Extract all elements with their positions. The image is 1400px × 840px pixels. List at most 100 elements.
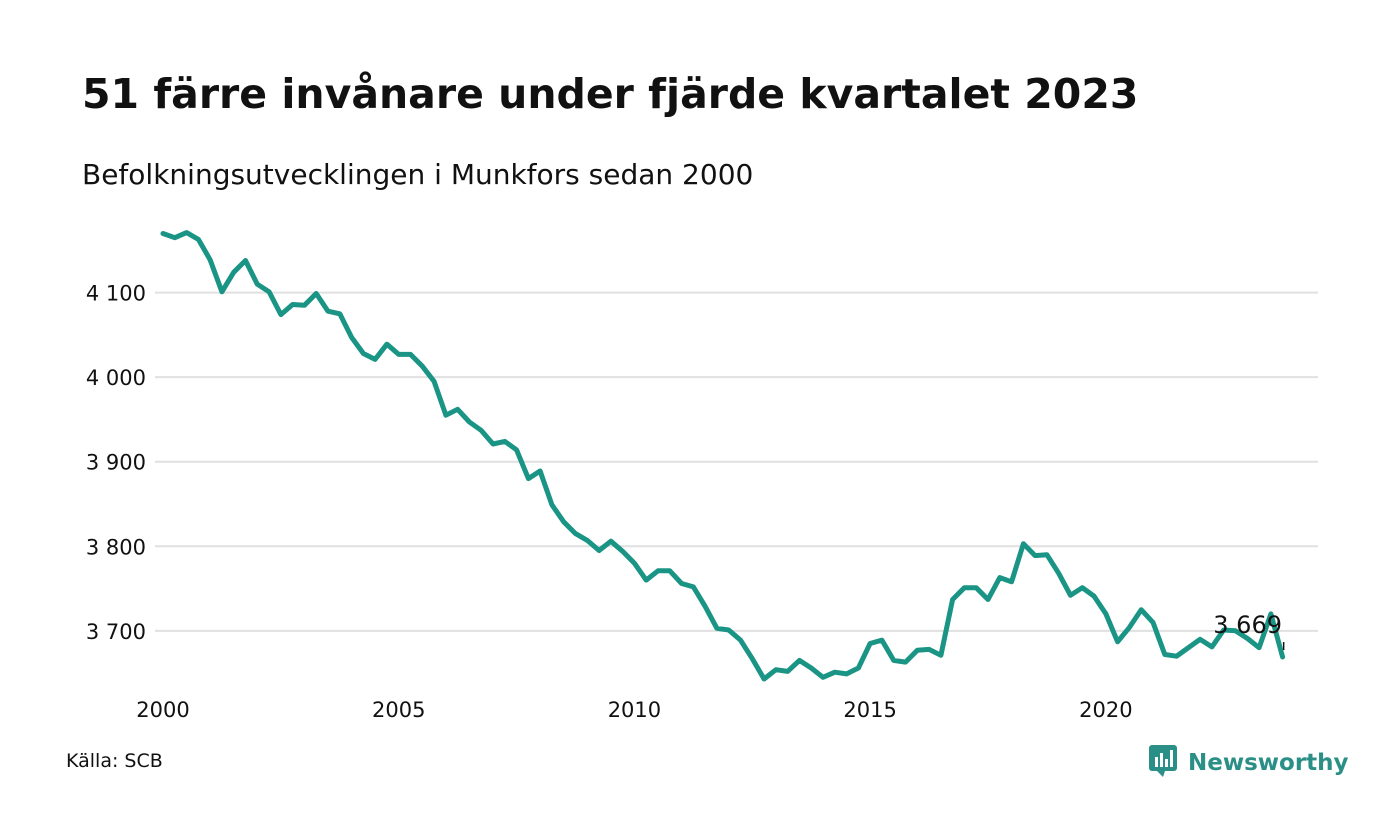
data-point [219, 289, 224, 294]
data-point [373, 357, 378, 362]
data-point [809, 666, 814, 671]
data-point [278, 312, 283, 317]
data-point [891, 658, 896, 663]
data-point [1115, 639, 1120, 644]
data-point [514, 447, 519, 452]
data-point [267, 289, 272, 294]
data-point [455, 407, 460, 412]
data-point [950, 597, 955, 602]
data-point [620, 549, 625, 554]
data-point [479, 428, 484, 433]
data-point [714, 626, 719, 631]
data-point [667, 568, 672, 573]
data-point [656, 568, 661, 573]
data-point [703, 604, 708, 609]
y-tick-label: 3 900 [86, 451, 146, 475]
data-point [962, 585, 967, 590]
data-point [420, 364, 425, 369]
data-point [1186, 645, 1191, 650]
series-line [160, 230, 1286, 682]
data-point [384, 342, 389, 347]
data-point [644, 578, 649, 583]
data-point [337, 311, 342, 316]
data-point [879, 638, 884, 643]
data-point [1209, 644, 1214, 649]
data-point [821, 675, 826, 680]
data-point [785, 669, 790, 674]
data-point [750, 656, 755, 661]
data-point [762, 677, 767, 682]
data-point [161, 231, 166, 236]
data-point [691, 584, 696, 589]
data-point [1044, 552, 1049, 557]
data-point [443, 413, 448, 418]
data-point [997, 575, 1002, 580]
data-point [184, 230, 189, 235]
chart-title: 51 färre invånare under fjärde kvartalet… [82, 70, 1139, 118]
data-point [1198, 637, 1203, 642]
data-point [326, 309, 331, 314]
x-tick-label: 2000 [136, 698, 189, 722]
data-point [1280, 655, 1285, 660]
data-point [797, 658, 802, 663]
data-point [172, 235, 177, 240]
data-point [1103, 611, 1108, 616]
data-point [679, 581, 684, 586]
data-point [856, 666, 861, 671]
brand[interactable]: Newsworthy [1148, 744, 1349, 782]
data-point [349, 335, 354, 340]
data-point [1021, 541, 1026, 546]
source-note: Källa: SCB [66, 750, 163, 772]
data-point [986, 597, 991, 602]
data-point [868, 641, 873, 646]
data-point [1056, 571, 1061, 576]
data-point [231, 270, 236, 275]
data-point [502, 439, 507, 444]
data-point [208, 257, 213, 262]
data-point [632, 561, 637, 566]
data-point [314, 291, 319, 296]
y-tick-label: 3 800 [86, 535, 146, 559]
data-point [974, 585, 979, 590]
data-point [396, 352, 401, 357]
data-point [1009, 579, 1014, 584]
data-point [538, 469, 543, 474]
x-tick-label: 2020 [1079, 698, 1132, 722]
data-point [290, 302, 295, 307]
data-point [1080, 585, 1085, 590]
data-point [844, 671, 849, 676]
data-point [938, 653, 943, 658]
data-point [255, 282, 260, 287]
data-point [726, 627, 731, 632]
data-point [549, 502, 554, 507]
data-point [1162, 652, 1167, 657]
data-point [903, 660, 908, 665]
data-point [927, 647, 932, 652]
data-point [1151, 620, 1156, 625]
data-point [467, 419, 472, 424]
y-tick-label: 4 100 [86, 282, 146, 306]
data-point [1139, 607, 1144, 612]
data-point [526, 476, 531, 481]
data-point [196, 237, 201, 242]
y-tick-label: 4 000 [86, 366, 146, 390]
x-tick-label: 2015 [843, 698, 896, 722]
data-point [408, 352, 413, 357]
data-point [773, 667, 778, 672]
data-point [738, 638, 743, 643]
y-tick-label: 3 700 [86, 620, 146, 644]
data-point [608, 539, 613, 544]
data-point [432, 379, 437, 384]
data-point [1092, 594, 1097, 599]
data-point [243, 258, 248, 263]
data-point [361, 351, 366, 356]
end-value-label: 3 669 [1213, 611, 1282, 639]
data-point [585, 538, 590, 543]
data-point [491, 441, 496, 446]
data-point [1257, 645, 1262, 650]
data-point [832, 670, 837, 675]
chart-subtitle: Befolkningsutvecklingen i Munkfors sedan… [82, 158, 754, 191]
brand-name: Newsworthy [1188, 750, 1349, 776]
data-point [915, 648, 920, 653]
data-point [1174, 654, 1179, 659]
